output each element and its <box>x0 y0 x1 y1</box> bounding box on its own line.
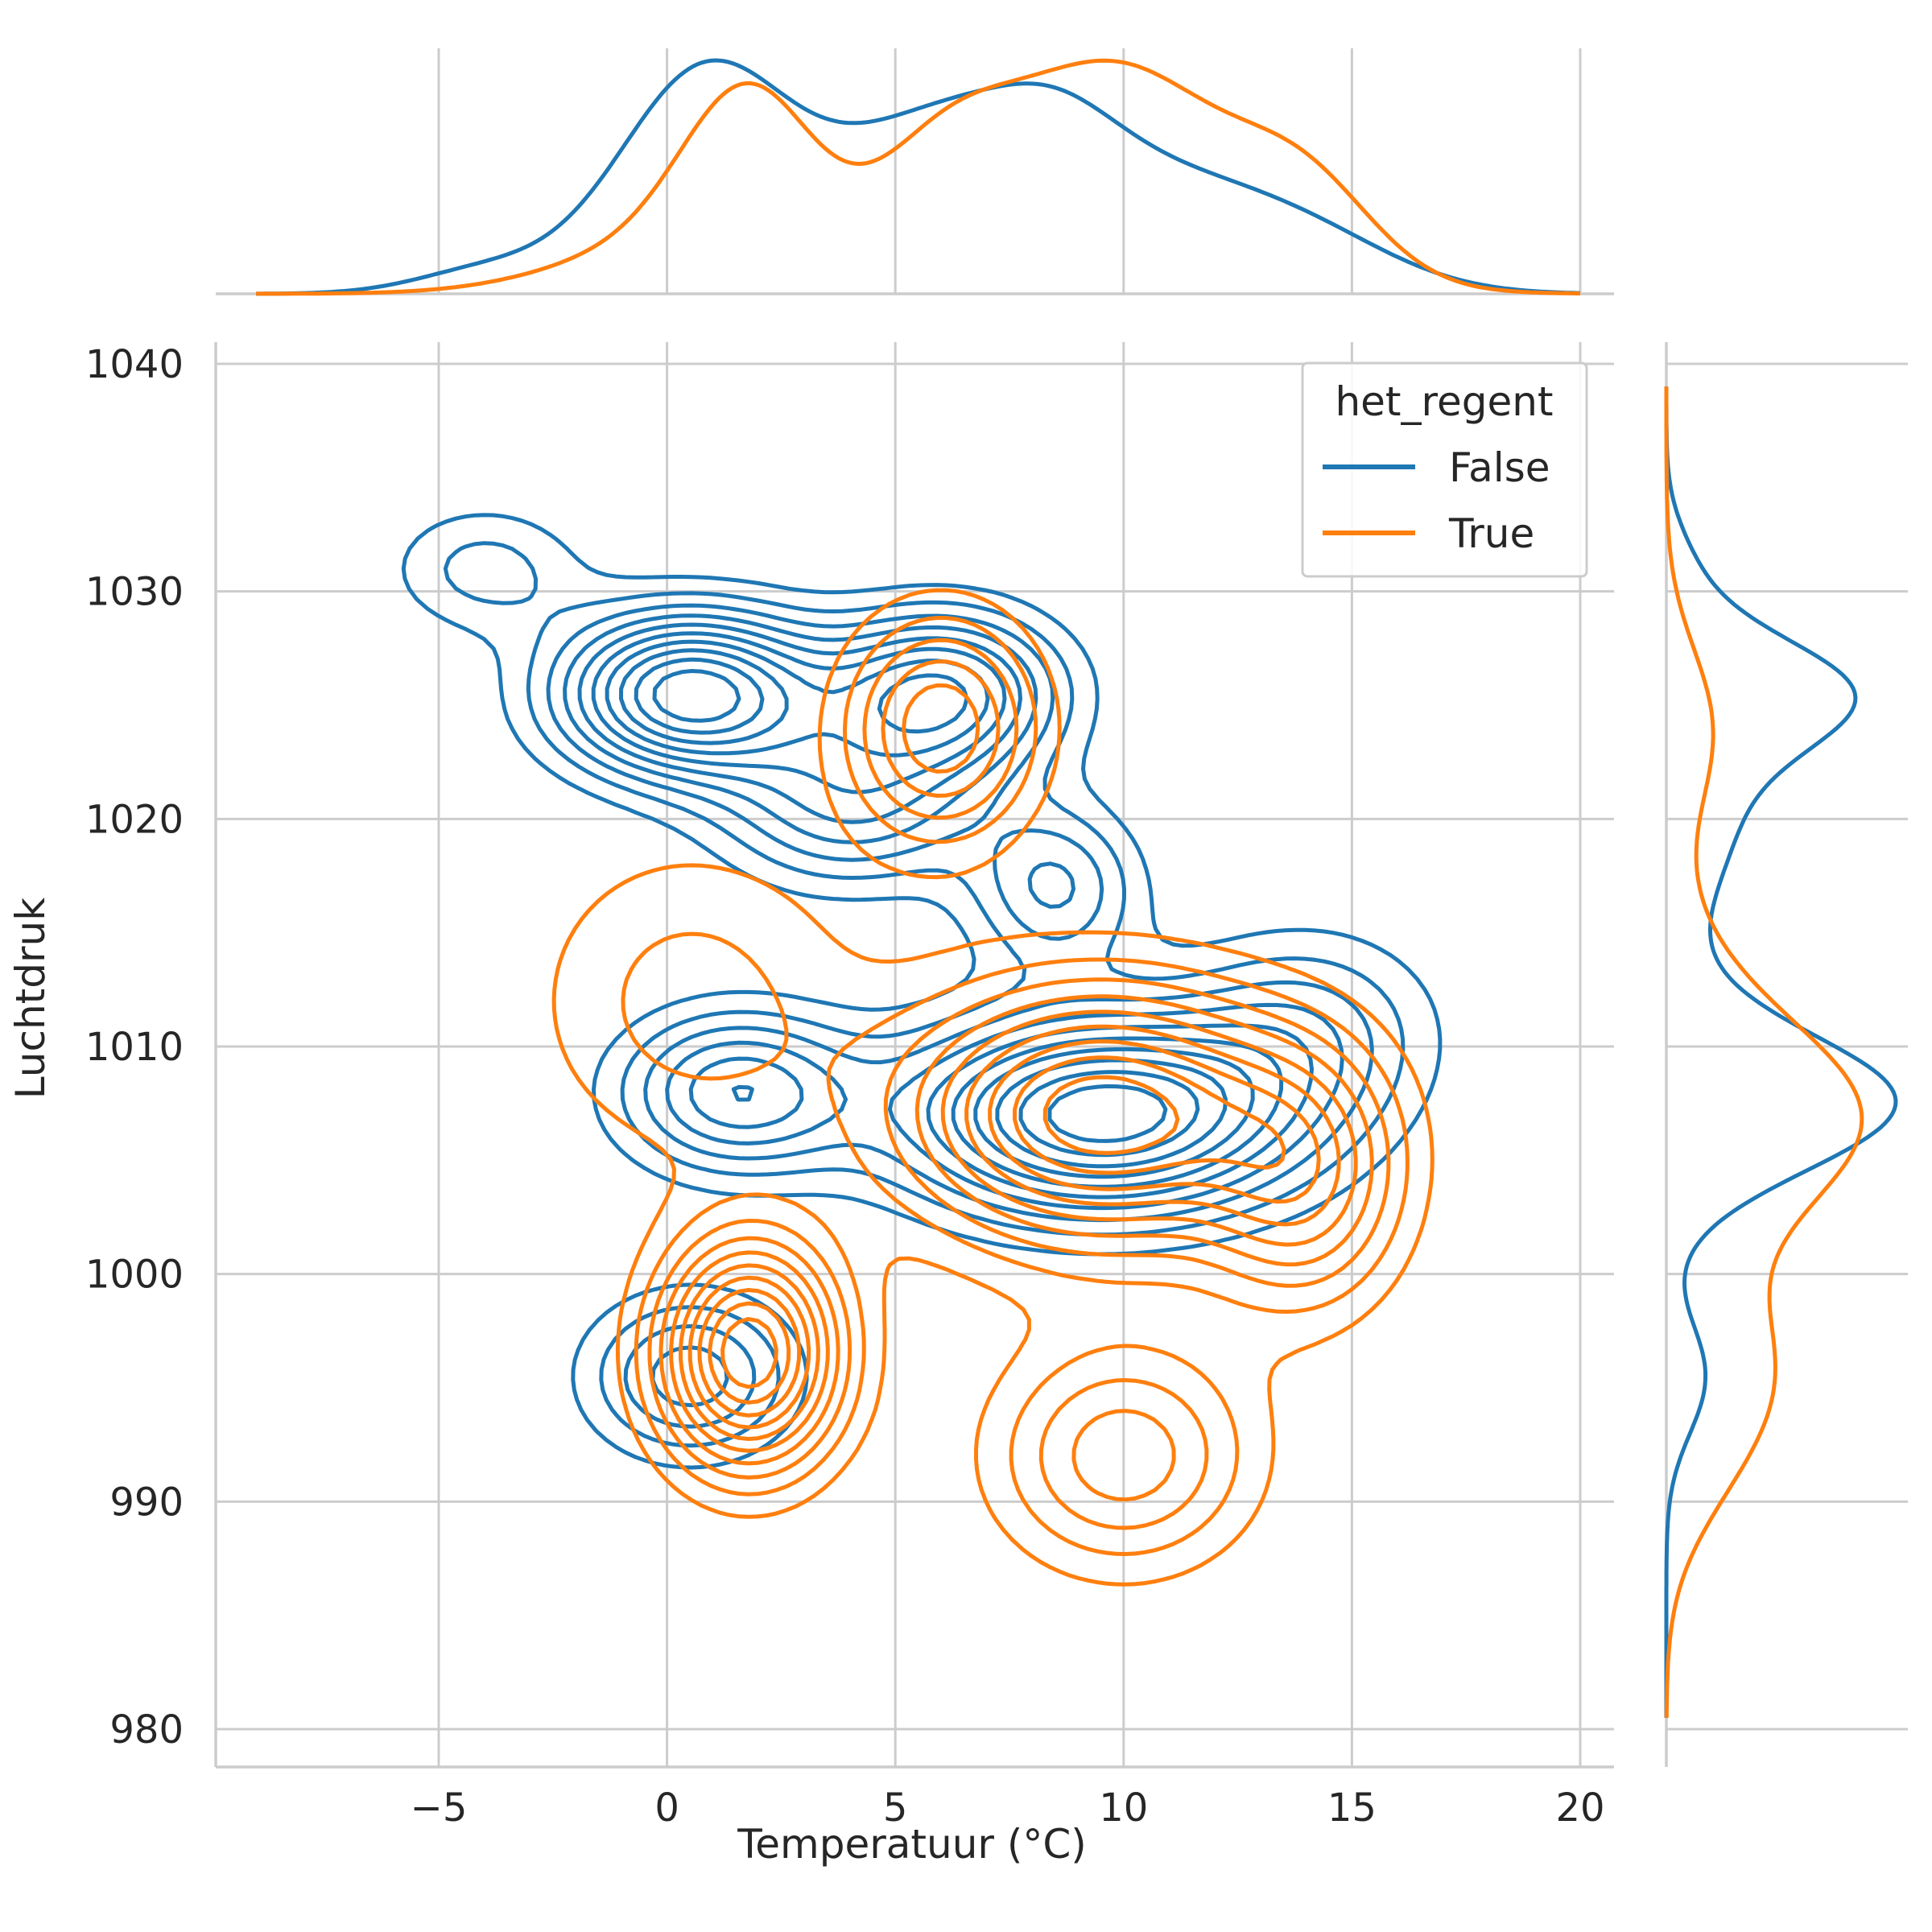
contour-false-level-9 <box>634 657 1200 1158</box>
contour-false-level-1 <box>401 513 1443 1470</box>
y-axis-label: Luchtdruk <box>7 898 54 1099</box>
marginal-y-kde-true <box>1664 386 1864 1718</box>
y-tick-label: 980 <box>109 1707 184 1752</box>
legend-frame <box>1301 361 1588 578</box>
contour-true-level-1 <box>551 588 1435 1587</box>
joint-kde-contours <box>401 513 1443 1587</box>
contour-true-level-9 <box>708 1075 1180 1405</box>
y-tick-label: 1030 <box>85 570 184 615</box>
x-tick-label: 0 <box>654 1785 679 1831</box>
y-tick-label: 1010 <box>85 1025 184 1070</box>
y-tick-label: 1000 <box>85 1253 184 1298</box>
axis-spines <box>214 292 1668 1769</box>
marginal-x-kde <box>256 58 1581 296</box>
x-tick-label: 10 <box>1099 1785 1148 1831</box>
marginal-x-kde-true <box>256 58 1580 296</box>
marginal-y-kde-false <box>1664 386 1898 1718</box>
contour-true-level-7 <box>687 1039 1321 1430</box>
y-tick-label: 1020 <box>85 797 184 842</box>
contour-true-level-2 <box>621 616 1410 1556</box>
x-tick-label: 15 <box>1327 1785 1377 1831</box>
contour-true-level-3 <box>647 638 1391 1530</box>
x-tick-label: 20 <box>1555 1785 1604 1831</box>
marginal-y-kde <box>1664 386 1898 1718</box>
y-tick-label: 990 <box>109 1480 184 1525</box>
legend-label-true: True <box>1448 510 1534 557</box>
contour-true-level-10 <box>720 1317 778 1389</box>
contour-true-level-5 <box>669 683 1358 1453</box>
x-tick-labels: −5 0 5 10 15 20 <box>411 1785 1605 1831</box>
contour-true-level-4 <box>658 659 1374 1502</box>
legend-title: het_regent <box>1335 378 1553 425</box>
x-tick-label: 5 <box>883 1785 908 1831</box>
marginal-x-kde-false <box>256 58 1581 296</box>
x-axis-label: Temperatuur (°C) <box>737 1821 1087 1868</box>
contour-false-level-10 <box>652 669 1168 1143</box>
legend-label-false: False <box>1449 444 1550 491</box>
legend: het_regent False True <box>1301 361 1588 578</box>
x-tick-label: −5 <box>411 1785 468 1831</box>
y-tick-labels: 980 990 1000 1010 1020 1030 1040 <box>85 342 184 1752</box>
y-tick-label: 1040 <box>85 342 184 387</box>
grid-lines <box>216 48 1908 1767</box>
contour-true-level-8 <box>697 1055 1286 1418</box>
contour-true-level-6 <box>678 1024 1341 1441</box>
